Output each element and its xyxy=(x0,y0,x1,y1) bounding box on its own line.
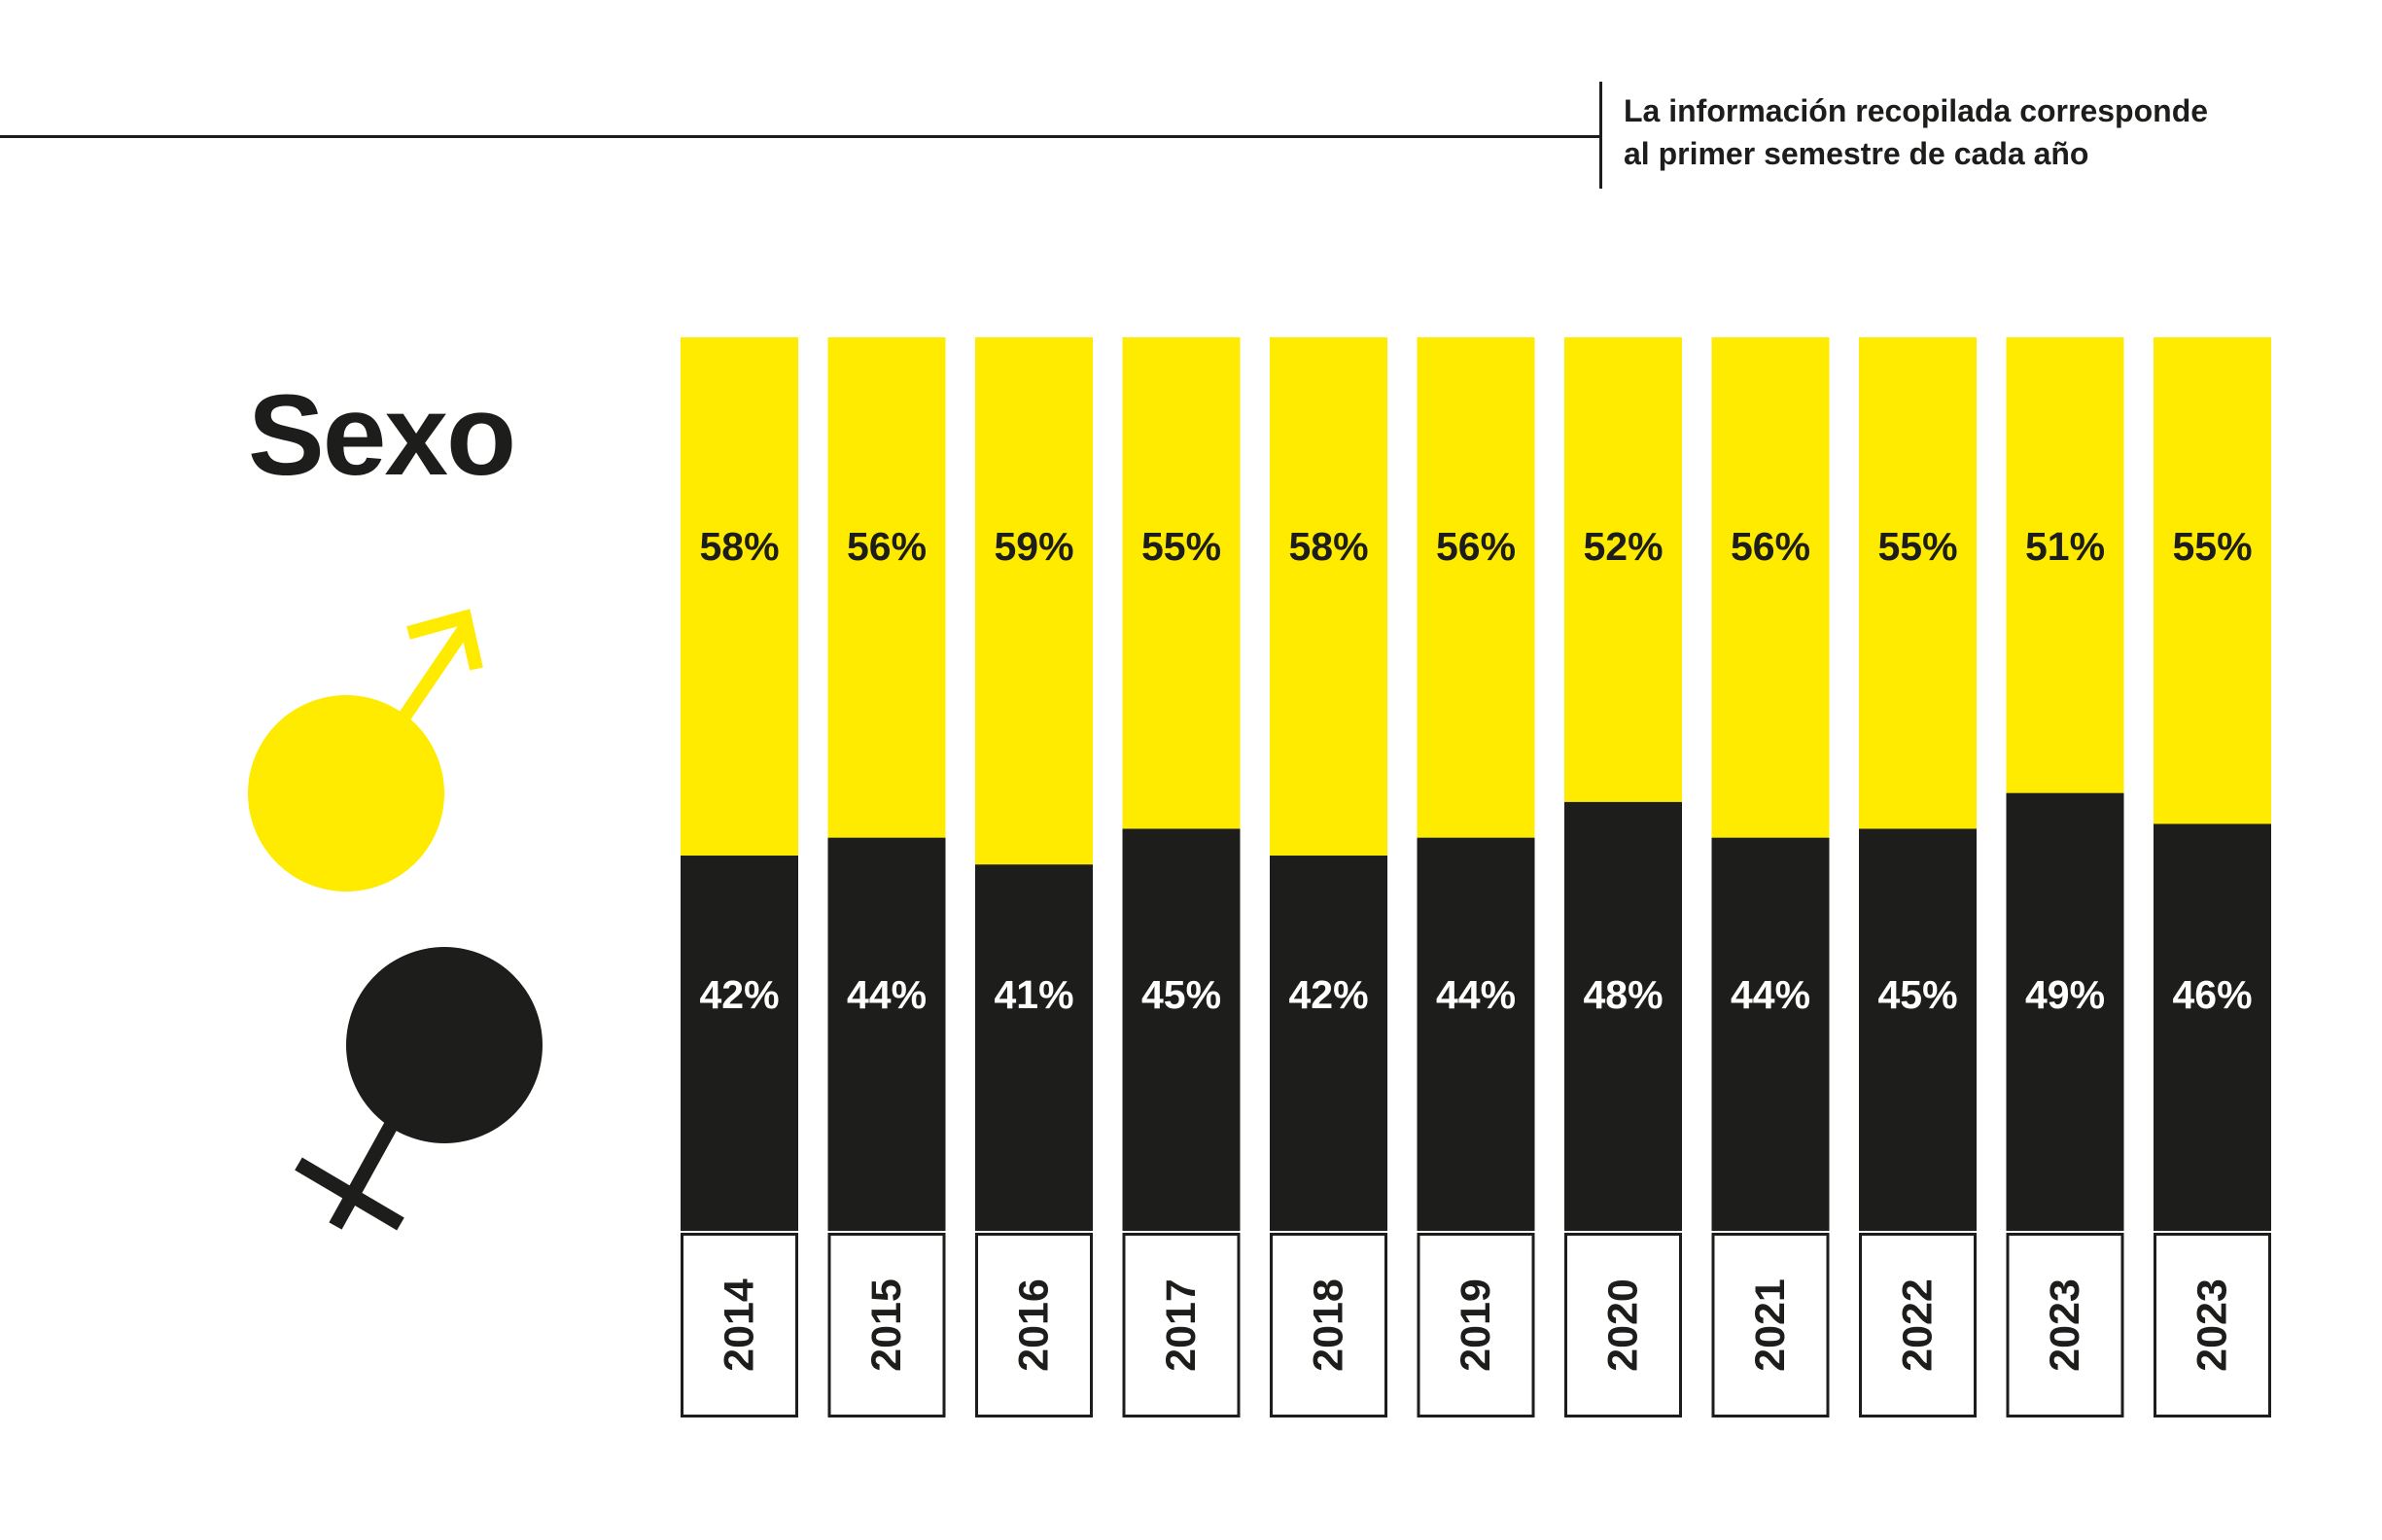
bar-segment-male xyxy=(827,337,946,838)
bar-segment-male xyxy=(1270,337,1387,857)
data-label-female: 44% xyxy=(847,972,927,1017)
data-label-female: 42% xyxy=(1288,972,1368,1017)
data-label-female: 44% xyxy=(1731,972,1810,1017)
note-line-2: al primer semestre de cada año xyxy=(1624,136,2089,171)
data-label-male: 59% xyxy=(994,524,1073,569)
bar-segment-male xyxy=(1564,337,1682,802)
bar-segment-male xyxy=(2006,337,2124,793)
note-divider xyxy=(1599,82,1602,189)
bar-segment-female xyxy=(1270,856,1387,1231)
bar-segment-female xyxy=(1564,801,1682,1231)
data-label-female: 46% xyxy=(2172,972,2252,1017)
category-label: 2020 xyxy=(1600,1278,1647,1372)
data-label-male: 58% xyxy=(1288,524,1368,569)
year-box xyxy=(1711,1233,1830,1418)
note-line-1: La información recopilada corresponde xyxy=(1624,93,2209,128)
bar-segment-male xyxy=(1859,337,1977,829)
bar-segment-female xyxy=(1417,837,1535,1231)
bar-segment-male xyxy=(2154,337,2271,824)
category-label: 2014 xyxy=(717,1278,763,1372)
bar-segment-female xyxy=(1711,837,1830,1231)
category-label: 2017 xyxy=(1158,1278,1205,1372)
data-label-female: 45% xyxy=(1877,972,1957,1017)
category-label: 2015 xyxy=(863,1278,910,1372)
year-box xyxy=(1859,1233,1977,1418)
bar-segment-female xyxy=(2154,823,2271,1231)
year-box xyxy=(2006,1233,2124,1418)
category-label: 2023 xyxy=(2189,1278,2236,1372)
bar-segment-female xyxy=(1859,828,1977,1231)
data-label-female: 44% xyxy=(1436,972,1516,1017)
data-label-female: 42% xyxy=(699,972,779,1017)
chart-title: Sexo xyxy=(248,371,516,500)
year-box xyxy=(975,1233,1093,1418)
year-box xyxy=(1122,1233,1241,1418)
category-label: 2019 xyxy=(1453,1278,1499,1372)
bar-segment-male xyxy=(681,337,798,857)
data-label-female: 45% xyxy=(1141,972,1221,1017)
bar-segment-male xyxy=(975,337,1093,865)
data-label-male: 56% xyxy=(847,524,927,569)
data-label-male: 55% xyxy=(1877,524,1957,569)
data-label-male: 51% xyxy=(2025,524,2105,569)
data-label-female: 49% xyxy=(2025,972,2105,1017)
data-label-male: 56% xyxy=(1436,524,1516,569)
category-label: 2021 xyxy=(1747,1278,1794,1372)
data-label-female: 41% xyxy=(994,972,1073,1017)
category-label: 2016 xyxy=(1011,1278,1058,1372)
year-box xyxy=(681,1233,798,1418)
bar-segment-female xyxy=(2006,792,2124,1231)
header-rule xyxy=(0,135,1601,138)
bar-segment-female xyxy=(975,864,1093,1231)
data-label-female: 48% xyxy=(1583,972,1663,1017)
category-label: 2023 xyxy=(2042,1278,2088,1372)
bar-segment-female xyxy=(827,837,946,1231)
year-box xyxy=(827,1233,946,1418)
data-label-male: 55% xyxy=(1141,524,1221,569)
bar-segment-male xyxy=(1122,337,1241,829)
year-box xyxy=(1417,1233,1535,1418)
note-text: La información recopilada corresponde al… xyxy=(1624,89,2363,175)
male-symbol-icon xyxy=(248,609,483,892)
data-label-male: 56% xyxy=(1731,524,1810,569)
data-label-male: 55% xyxy=(2172,524,2252,569)
year-box xyxy=(1270,1233,1387,1418)
bar-segment-male xyxy=(1711,337,1830,838)
data-label-male: 52% xyxy=(1583,524,1663,569)
year-box xyxy=(2154,1233,2271,1418)
bar-segment-female xyxy=(681,856,798,1231)
year-box xyxy=(1564,1233,1682,1418)
category-label: 2022 xyxy=(1895,1278,1942,1372)
category-label: 2018 xyxy=(1306,1278,1352,1372)
bar-segment-male xyxy=(1417,337,1535,838)
female-symbol-icon xyxy=(295,947,543,1231)
bar-segment-female xyxy=(1122,828,1241,1231)
data-label-male: 58% xyxy=(699,524,779,569)
